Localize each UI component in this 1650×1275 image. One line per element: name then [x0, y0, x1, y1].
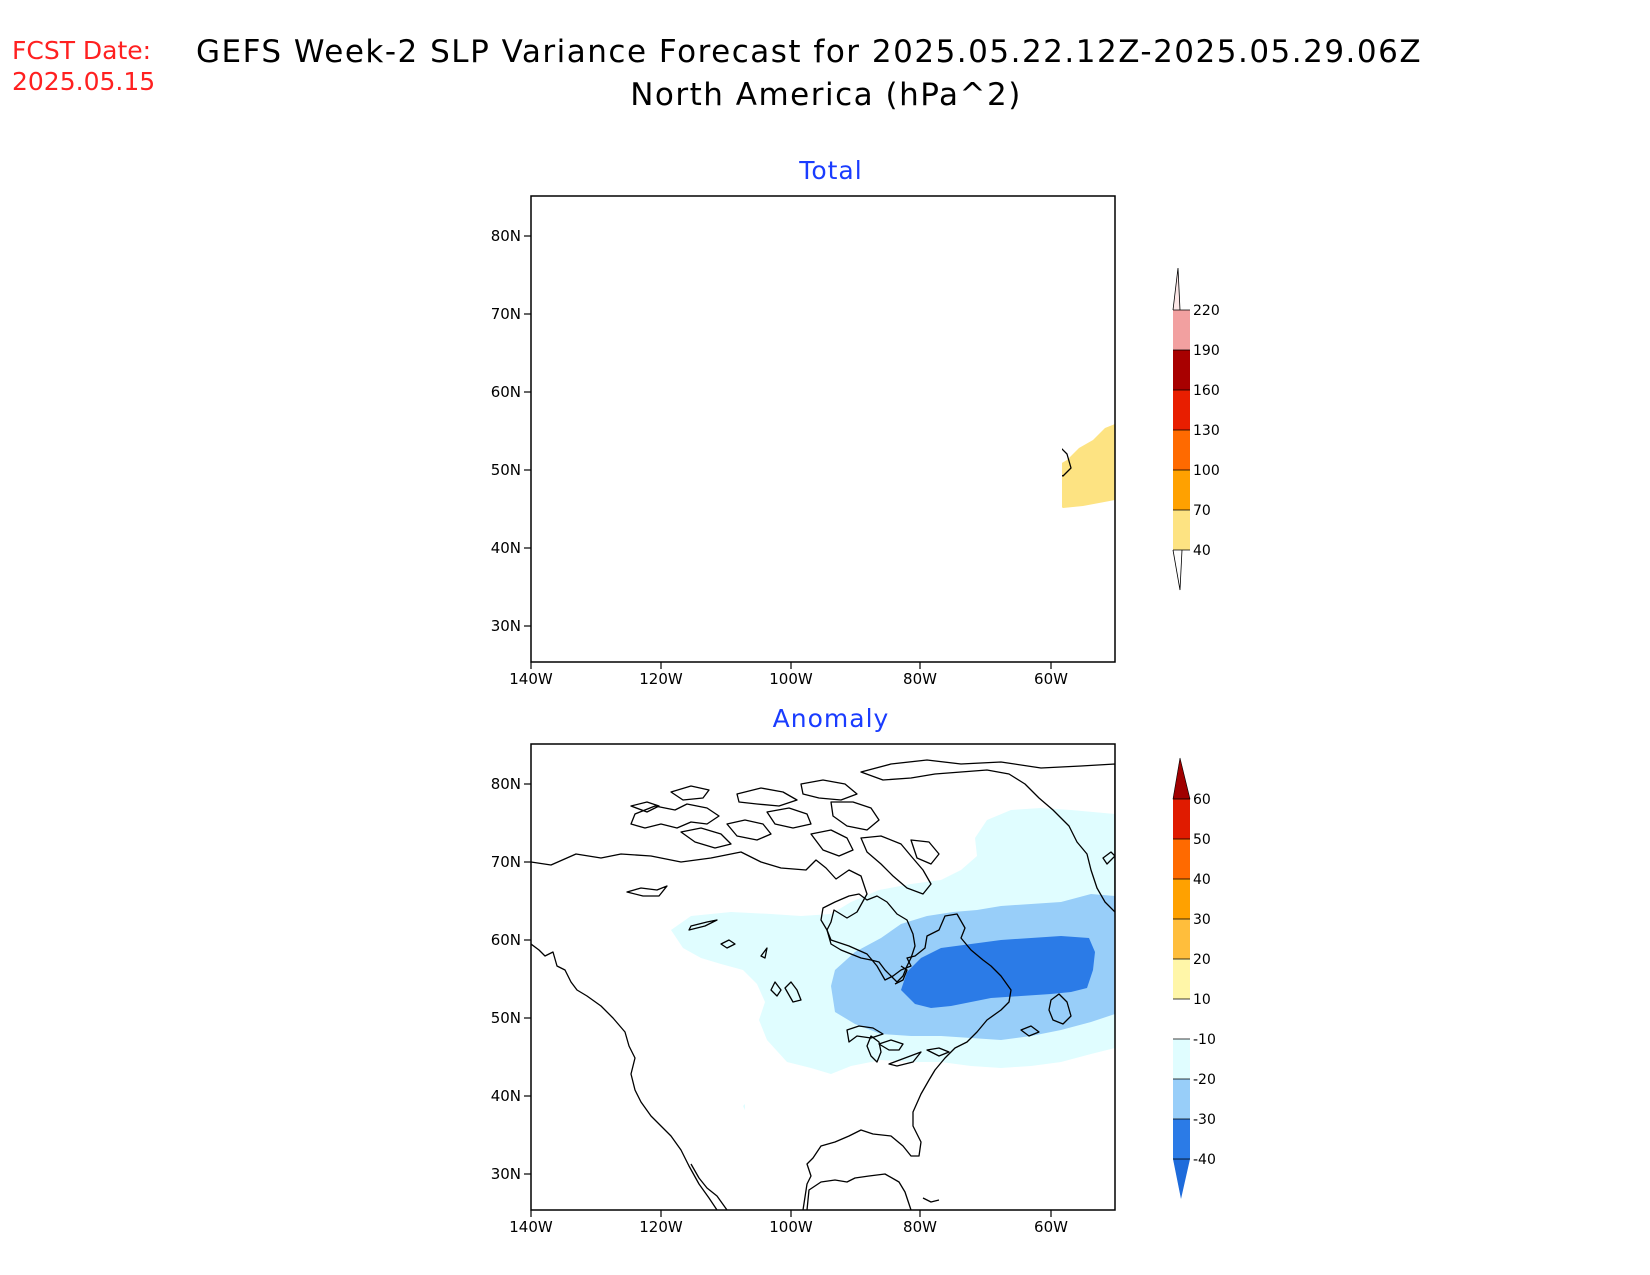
anomaly-colorbar-label: -40	[1193, 1152, 1216, 1168]
anomaly-lon-label: 100W	[769, 1218, 813, 1236]
anomaly-lon-label: 80W	[903, 1218, 937, 1236]
anomaly-colorbar-label: 40	[1193, 872, 1211, 888]
total-axes: 80N 70N 60N 50N 40N 30N 140W 120W 100W 80W 60W	[491, 227, 1068, 688]
total-lon-label: 80W	[903, 670, 937, 688]
total-lat-label: 50N	[491, 461, 521, 479]
total-lon-label: 60W	[1034, 670, 1068, 688]
total-map-frame	[530, 195, 1116, 663]
fcst-date-label: FCST Date:	[12, 36, 151, 65]
anomaly-panel-title: Anomaly	[773, 704, 890, 733]
anomaly-colorbar-label: 50	[1193, 832, 1211, 848]
anomaly-colorbar-label: 30	[1193, 912, 1211, 928]
page-title: GEFS Week-2 SLP Variance Forecast for 20…	[196, 34, 1422, 70]
total-shade-atlantic	[1062, 424, 1115, 508]
total-lon-label: 100W	[769, 670, 813, 688]
anomaly-colorbar-label: 10	[1193, 992, 1211, 1008]
total-shade-wyoming	[753, 500, 781, 538]
anomaly-axes: 80N 70N 60N 50N 40N 30N 140W 120W 100W 80W 60W	[491, 775, 1068, 1236]
anomaly-colorbar-label: 60	[1193, 792, 1211, 808]
total-colorbar-label: 190	[1193, 343, 1220, 359]
total-colorbar-label: 160	[1193, 383, 1220, 399]
anomaly-shade-speck	[743, 1104, 745, 1110]
anomaly-shade-dark	[901, 936, 1095, 1008]
anomaly-lat-label: 70N	[491, 853, 521, 871]
total-lat-label: 70N	[491, 305, 521, 323]
total-panel-title: Total	[798, 156, 862, 185]
anomaly-lon-label: 60W	[1034, 1218, 1068, 1236]
total-shade-hudson	[837, 404, 859, 418]
anomaly-lon-label: 140W	[509, 1218, 553, 1236]
total-lat-label: 80N	[491, 227, 521, 245]
anomaly-lat-label: 40N	[491, 1087, 521, 1105]
anomaly-lat-label: 30N	[491, 1165, 521, 1183]
total-lat-label: 30N	[491, 617, 521, 635]
anomaly-lat-label: 50N	[491, 1009, 521, 1027]
page-subtitle: North America (hPa^2)	[630, 77, 1022, 113]
total-lat-label: 40N	[491, 539, 521, 557]
anomaly-colorbar: 60 50 40 30 20 10 -10 -20 -30 -40	[1172, 757, 1216, 1199]
total-colorbar-label: 130	[1193, 423, 1220, 439]
fcst-date-value: 2025.05.15	[12, 67, 155, 96]
total-shade-pacific	[531, 422, 561, 492]
total-colorbar-label: 70	[1193, 503, 1211, 519]
total-lat-label: 60N	[491, 383, 521, 401]
anomaly-map-frame	[530, 743, 1116, 1211]
anomaly-lat-label: 60N	[491, 931, 521, 949]
anomaly-colorbar-label: -30	[1193, 1112, 1216, 1128]
anomaly-lat-label: 80N	[491, 775, 521, 793]
anomaly-lon-label: 120W	[639, 1218, 683, 1236]
anomaly-colorbar-arrow-top	[1172, 757, 1191, 800]
total-colorbar: 40 70 100 130 160 190 220	[1172, 267, 1220, 591]
anomaly-colorbar-label: -10	[1193, 1032, 1216, 1048]
total-colorbar-label: 40	[1193, 543, 1211, 559]
total-panel: Total 80N 70N 60N 50N 40N 30N 140W 120W 100W 80W 6…	[491, 156, 1116, 688]
total-lon-label: 120W	[639, 670, 683, 688]
anomaly-colorbar-arrow-bottom	[1173, 1159, 1190, 1199]
total-map	[531, 392, 1116, 663]
total-lon-label: 140W	[509, 670, 553, 688]
total-colorbar-label: 100	[1193, 463, 1220, 479]
anomaly-map	[531, 759, 1115, 1210]
total-shade-sask	[709, 446, 737, 454]
anomaly-colorbar-label: -20	[1193, 1072, 1216, 1088]
anomaly-colorbar-label: 20	[1193, 952, 1211, 968]
total-colorbar-label: 220	[1193, 303, 1220, 319]
